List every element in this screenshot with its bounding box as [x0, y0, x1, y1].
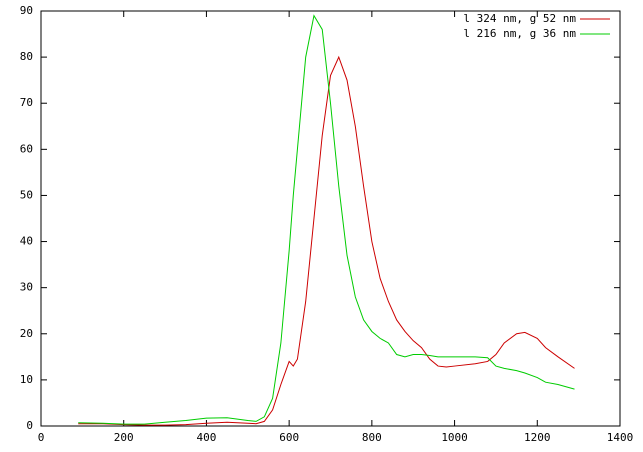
x-tick-label: 0 [38, 431, 45, 444]
y-tick-label: 80 [20, 50, 33, 63]
y-tick-label: 0 [26, 419, 33, 432]
series-line [78, 55, 575, 426]
x-tick-label: 800 [362, 431, 382, 444]
legend-label: l 324 nm, g 52 nm [463, 12, 576, 25]
series-line [78, 14, 575, 425]
x-tick-label: 1200 [524, 431, 551, 444]
y-tick-label: 60 [20, 142, 33, 155]
plot-border [40, 10, 621, 427]
y-tick-label: 30 [20, 281, 33, 294]
x-tick-label: 400 [196, 431, 216, 444]
x-tick-label: 1400 [607, 431, 634, 444]
x-tick-label: 200 [114, 431, 134, 444]
x-tick-label: 600 [279, 431, 299, 444]
y-tick-label: 10 [20, 373, 33, 386]
y-tick-label: 90 [20, 4, 33, 17]
y-tick-label: 40 [20, 235, 33, 248]
y-tick-label: 70 [20, 96, 33, 109]
legend-label: l 216 nm, g 36 nm [463, 27, 576, 40]
y-tick-label: 20 [20, 327, 33, 340]
y-tick-label: 50 [20, 188, 33, 201]
x-tick-label: 1000 [441, 431, 468, 444]
